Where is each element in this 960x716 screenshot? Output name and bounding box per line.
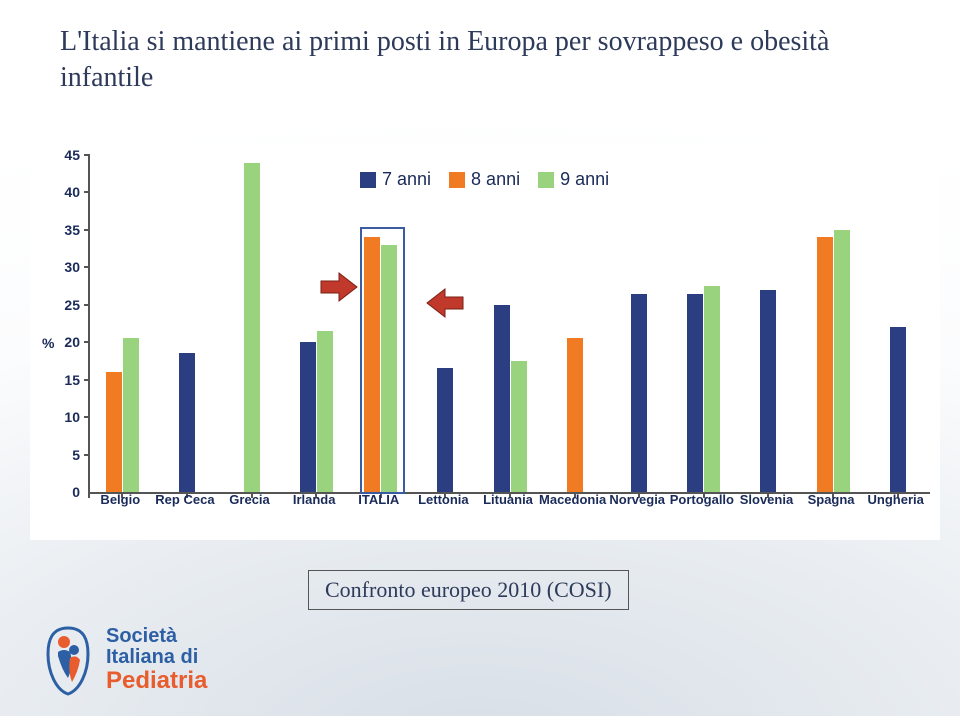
- logo-text: Società Italiana di Pediatria: [106, 626, 207, 693]
- y-tick-label: 25: [64, 297, 80, 313]
- bar: [817, 237, 833, 492]
- x-label: Norvegia: [609, 492, 665, 507]
- bar: [317, 331, 333, 492]
- x-label: Spagna: [808, 492, 855, 507]
- bar: [437, 368, 453, 492]
- chart-area: % 051015202530354045 7 anni 8 anni 9 ann…: [30, 145, 940, 540]
- x-label: Grecia: [229, 492, 269, 507]
- logo-icon: [40, 624, 96, 696]
- y-tick-label: 35: [64, 222, 80, 238]
- x-label: Lituania: [483, 492, 533, 507]
- bar: [123, 338, 139, 492]
- arrow-icon: [319, 267, 359, 307]
- bar: [760, 290, 776, 492]
- arrow-icon: [425, 283, 465, 323]
- y-tick-label: 30: [64, 259, 80, 275]
- logo-line-1: Società: [106, 626, 207, 647]
- y-tick-label: 10: [64, 409, 80, 425]
- bar: [511, 361, 527, 492]
- x-label: ITALIA: [358, 492, 399, 507]
- legend-swatch: [449, 172, 465, 188]
- logo: Società Italiana di Pediatria: [40, 624, 207, 696]
- y-tick-label: 20: [64, 334, 80, 350]
- bar: [890, 327, 906, 492]
- x-label: Macedonia: [539, 492, 606, 507]
- bar: [704, 286, 720, 492]
- x-label: Belgio: [100, 492, 140, 507]
- x-label: Irlanda: [293, 492, 336, 507]
- y-tick-label: 45: [64, 147, 80, 163]
- x-label: Rep Ceca: [155, 492, 214, 507]
- bar: [631, 294, 647, 492]
- bar: [106, 372, 122, 492]
- bar: [494, 305, 510, 492]
- legend-item: 7 anni: [360, 169, 431, 190]
- y-axis: 051015202530354045: [30, 155, 86, 492]
- logo-line-3: Pediatria: [106, 668, 207, 693]
- x-axis: Belgio Rep Ceca Grecia Irlanda ITALIA Lettoni…: [88, 492, 930, 522]
- bar: [300, 342, 316, 492]
- bar: [244, 163, 260, 493]
- legend: 7 anni 8 anni 9 anni: [360, 169, 609, 190]
- legend-swatch: [360, 172, 376, 188]
- legend-item: 9 anni: [538, 169, 609, 190]
- legend-swatch: [538, 172, 554, 188]
- bar: [364, 237, 380, 492]
- slide-title: L'Italia si mantiene ai primi posti in E…: [0, 0, 960, 97]
- x-label: Lettonia: [418, 492, 469, 507]
- caption: Confronto europeo 2010 (COSI): [308, 570, 629, 610]
- bar: [834, 230, 850, 492]
- y-tick-label: 5: [72, 447, 80, 463]
- x-label: Portogallo: [670, 492, 734, 507]
- bar: [179, 353, 195, 492]
- legend-label: 7 anni: [382, 169, 431, 190]
- bar: [381, 245, 397, 492]
- bar: [567, 338, 583, 492]
- legend-item: 8 anni: [449, 169, 520, 190]
- x-label: Ungheria: [868, 492, 924, 507]
- legend-label: 8 anni: [471, 169, 520, 190]
- y-tick-label: 15: [64, 372, 80, 388]
- y-tick-label: 40: [64, 184, 80, 200]
- slide: L'Italia si mantiene ai primi posti in E…: [0, 0, 960, 716]
- bar: [687, 294, 703, 492]
- plot-area: 7 anni 8 anni 9 anni: [88, 155, 930, 494]
- x-label: Slovenia: [740, 492, 793, 507]
- legend-label: 9 anni: [560, 169, 609, 190]
- logo-line-2: Italiana di: [106, 647, 207, 668]
- y-tick-label: 0: [72, 484, 80, 500]
